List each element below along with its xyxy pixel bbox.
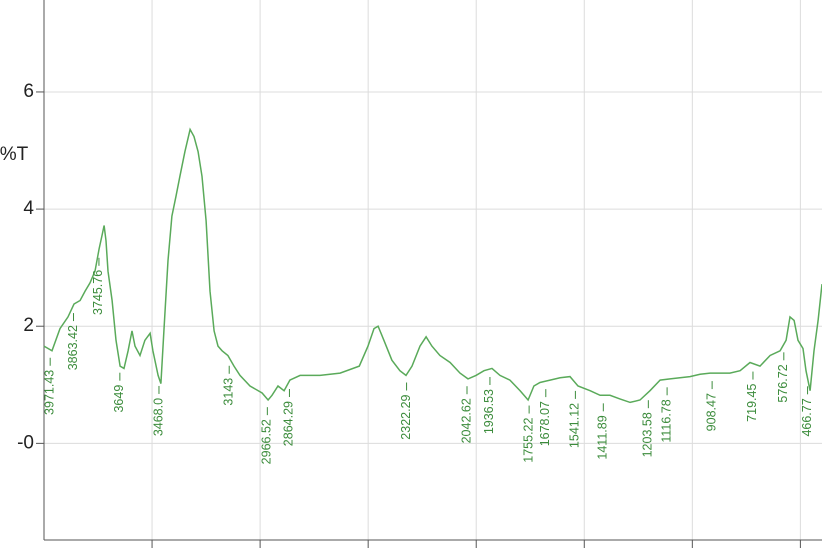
peak-label: 1678.07 [538, 401, 552, 446]
peak-label: 3863.42 [66, 325, 80, 370]
y-tick-label: 4 [23, 198, 34, 219]
peak-label: 3649 [112, 385, 126, 413]
peak-label: 719.45 [745, 384, 759, 422]
peak-label: 2322.29 [399, 394, 413, 439]
y-axis-label: %T [0, 144, 29, 165]
peak-label: 2966.52 [260, 419, 274, 464]
peak-label: 2042.62 [459, 398, 473, 443]
peak-label: 3971.43 [42, 370, 56, 415]
spectrum-line [43, 127, 822, 404]
peak-label: 3143 [222, 378, 236, 406]
peak-label: 1411.89 [596, 415, 610, 459]
peak-label: 1755.22 [521, 417, 535, 462]
peak-label: 1936.53 [482, 389, 496, 434]
peak-label: 1541.12 [568, 403, 582, 448]
peak-label: 3745.76 [91, 270, 105, 315]
y-tick-label: 2 [23, 315, 34, 336]
peak-label: 576.72 [776, 364, 790, 402]
peak-label: 3468.0 [151, 398, 165, 436]
peak-label: 1203.58 [641, 412, 655, 457]
peak-label: 466.77 [800, 398, 814, 436]
peak-label: 908.47 [704, 393, 718, 431]
y-tick-label: 6 [23, 81, 34, 102]
peak-label: 2864.29 [282, 401, 296, 446]
y-tick-label: -0 [17, 432, 34, 453]
peak-label: 1116.78 [659, 399, 673, 442]
